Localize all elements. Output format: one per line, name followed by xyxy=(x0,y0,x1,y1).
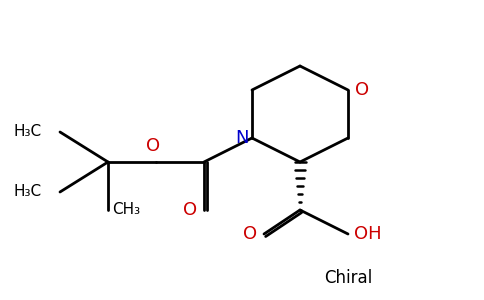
Text: H₃C: H₃C xyxy=(14,184,42,200)
Text: O: O xyxy=(355,81,369,99)
Text: H₃C: H₃C xyxy=(14,124,42,140)
Text: N: N xyxy=(235,129,249,147)
Text: O: O xyxy=(146,137,160,155)
Text: Chiral: Chiral xyxy=(324,269,372,287)
Text: O: O xyxy=(183,201,197,219)
Text: CH₃: CH₃ xyxy=(112,202,140,217)
Text: OH: OH xyxy=(354,225,382,243)
Text: O: O xyxy=(243,225,257,243)
